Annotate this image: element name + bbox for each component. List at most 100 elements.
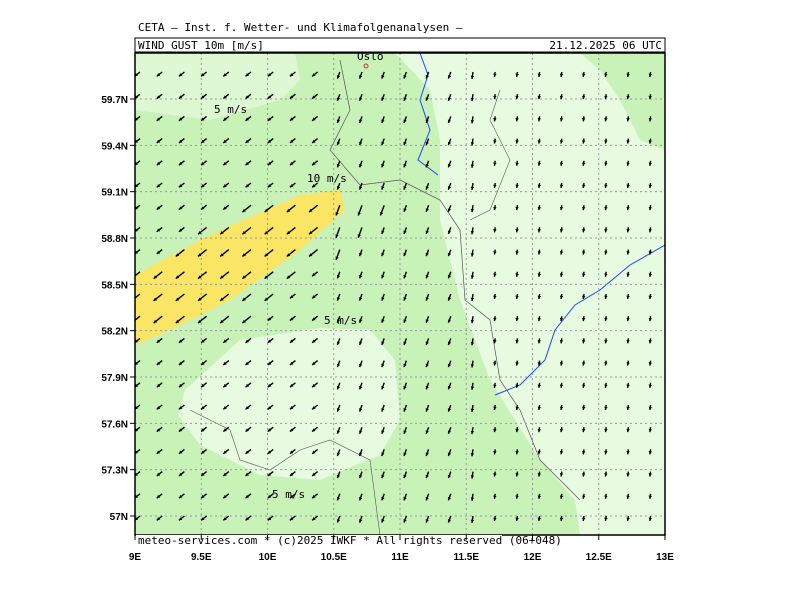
- wind-arrow-head: [289, 117, 294, 121]
- wind-arrow-head: [559, 340, 564, 344]
- wind-arrow-head: [582, 273, 586, 277]
- wind-arrow-head: [156, 206, 161, 210]
- wind-arrow-head: [156, 494, 161, 499]
- wind-arrow-head: [493, 140, 497, 144]
- wind-arrow-head: [604, 362, 608, 366]
- wind-arrow-head: [604, 251, 608, 255]
- coast: [329, 59, 581, 501]
- wind-arrow-head: [604, 118, 608, 122]
- x-tick-label: 11.5E: [453, 552, 479, 563]
- wind-arrow-head: [626, 273, 630, 277]
- wind-arrow-head: [470, 75, 475, 79]
- wind-arrow-head: [267, 139, 272, 143]
- wind-arrow-head: [178, 450, 183, 454]
- wind-arrow-head: [447, 519, 452, 523]
- wind-arrow-head: [245, 383, 249, 388]
- wind-arrow-head: [470, 475, 475, 479]
- wind-arrow-head: [582, 495, 586, 499]
- wind-arrow-head: [537, 451, 541, 455]
- wind-arrow-head: [220, 275, 224, 279]
- wind-arrow-head: [359, 97, 363, 101]
- wind-arrow-head: [359, 408, 363, 412]
- wind-arrow-head: [201, 428, 205, 432]
- wind-arrow-head: [626, 428, 630, 433]
- x-tick-label: 12.5E: [586, 552, 612, 563]
- wind-arrow-head: [312, 494, 316, 499]
- wind-arrow-head: [403, 474, 407, 479]
- wind-arrow-head: [178, 494, 183, 499]
- wind-arrow-head: [626, 317, 630, 322]
- wind-arrow-head: [197, 231, 202, 235]
- wind-arrow-head: [493, 451, 497, 455]
- wind-arrow-head: [267, 428, 272, 432]
- wind-arrow-head: [223, 95, 227, 99]
- wind-arrow-head: [267, 117, 272, 121]
- wind-arrow-head: [156, 406, 161, 410]
- wind-arrow-head: [515, 273, 519, 277]
- wind-arrow-head: [267, 494, 272, 499]
- wind-arrow-head: [470, 386, 475, 390]
- wind-arrow-head: [447, 119, 452, 123]
- wind-arrow-head: [604, 184, 608, 188]
- zone-light: [178, 328, 400, 480]
- wind-arrow-head: [626, 540, 629, 543]
- wind-arrow-head: [312, 406, 316, 410]
- wind-arrow-head: [493, 362, 497, 366]
- wind-arrow-head: [447, 297, 452, 301]
- wind-arrow-head: [626, 340, 630, 344]
- contour-label: 5 m/s: [272, 488, 305, 501]
- wind-arrow-head: [537, 517, 541, 521]
- wind-arrow-head: [626, 162, 630, 166]
- wind-arrow-head: [245, 428, 249, 432]
- wind-arrow-head: [493, 406, 497, 410]
- wind-arrow-head: [264, 297, 269, 301]
- wind-arrow-head: [403, 274, 407, 279]
- wind-arrow-head: [582, 406, 586, 410]
- wind-arrow-head: [175, 297, 180, 301]
- wind-arrow-head: [403, 252, 407, 257]
- wind-arrow-head: [289, 517, 294, 521]
- wind-arrow-head: [604, 428, 608, 433]
- wind-arrow-head: [559, 317, 564, 322]
- wind-arrow-head: [381, 297, 385, 301]
- wind-arrow-head: [582, 206, 586, 211]
- wind-arrow-head: [264, 253, 269, 257]
- wind-arrow-head: [175, 319, 180, 324]
- wind-arrow-head: [312, 272, 316, 277]
- wind-arrow-head: [626, 95, 630, 100]
- wind-arrow-head: [381, 474, 385, 479]
- wind-arrow-head: [537, 95, 541, 100]
- wind-arrow-head: [425, 408, 429, 412]
- wind-arrow-head: [289, 361, 294, 365]
- wind-arrow-head: [582, 295, 586, 299]
- wind-arrow-head: [515, 340, 519, 344]
- wind-arrow-head: [604, 406, 608, 410]
- wind-arrow-head: [425, 186, 429, 190]
- x-tick-label: 13E: [656, 552, 674, 563]
- wind-arrow-head: [649, 540, 652, 543]
- wind-arrow-head: [604, 384, 608, 388]
- wind-arrow-head: [515, 206, 519, 211]
- wind-arrow-head: [403, 319, 407, 323]
- zone-light: [135, 53, 300, 120]
- wind-arrow-head: [201, 383, 205, 388]
- wind-arrow-head: [493, 162, 497, 166]
- wind-arrow: [628, 538, 629, 543]
- wind-arrow-head: [515, 495, 519, 499]
- wind-arrow-head: [515, 384, 519, 388]
- wind-arrow-head: [312, 317, 316, 321]
- wind-arrow-head: [559, 384, 564, 388]
- wind-arrow-head: [493, 229, 497, 233]
- wind-arrow-head: [559, 295, 564, 299]
- wind-arrow-head: [359, 385, 363, 390]
- wind-arrow-head: [493, 206, 497, 211]
- wind-arrow-head: [403, 163, 407, 168]
- wind-arrow-head: [289, 161, 294, 166]
- wind-arrow-head: [286, 208, 291, 213]
- wind-arrow-head: [178, 428, 183, 432]
- wind-arrow-head: [267, 184, 272, 188]
- wind-arrow-head: [493, 384, 497, 388]
- wind-arrow-head: [425, 430, 429, 434]
- wind-arrow-head: [626, 473, 630, 477]
- zone: [615, 53, 665, 100]
